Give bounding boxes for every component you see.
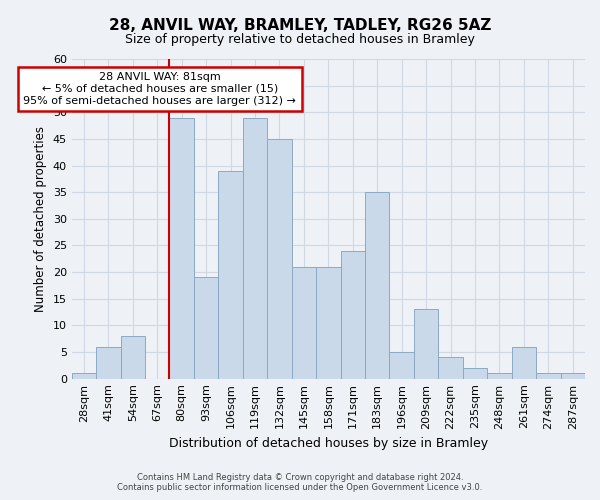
Bar (560, 374, 585, 378)
Bar (365, 192, 389, 378)
Bar (292, 267, 316, 378)
Bar (218, 171, 243, 378)
Text: 28 ANVIL WAY: 81sqm
← 5% of detached houses are smaller (15)
95% of semi-detache: 28 ANVIL WAY: 81sqm ← 5% of detached hou… (23, 72, 296, 106)
Text: Contains HM Land Registry data © Crown copyright and database right 2024.
Contai: Contains HM Land Registry data © Crown c… (118, 473, 482, 492)
Bar (536, 374, 560, 378)
Bar (487, 374, 512, 378)
Bar (243, 118, 267, 378)
Text: 28, ANVIL WAY, BRAMLEY, TADLEY, RG26 5AZ: 28, ANVIL WAY, BRAMLEY, TADLEY, RG26 5AZ (109, 18, 491, 32)
Bar (267, 139, 292, 378)
Bar (463, 368, 487, 378)
Bar (72, 374, 96, 378)
Bar (389, 352, 414, 378)
Bar (512, 346, 536, 378)
X-axis label: Distribution of detached houses by size in Bramley: Distribution of detached houses by size … (169, 437, 488, 450)
Text: Size of property relative to detached houses in Bramley: Size of property relative to detached ho… (125, 32, 475, 46)
Bar (121, 336, 145, 378)
Bar (169, 118, 194, 378)
Bar (439, 358, 463, 378)
Bar (414, 310, 439, 378)
Bar (96, 346, 121, 378)
Bar (316, 267, 341, 378)
Bar (341, 251, 365, 378)
Bar (194, 278, 218, 378)
Y-axis label: Number of detached properties: Number of detached properties (34, 126, 47, 312)
